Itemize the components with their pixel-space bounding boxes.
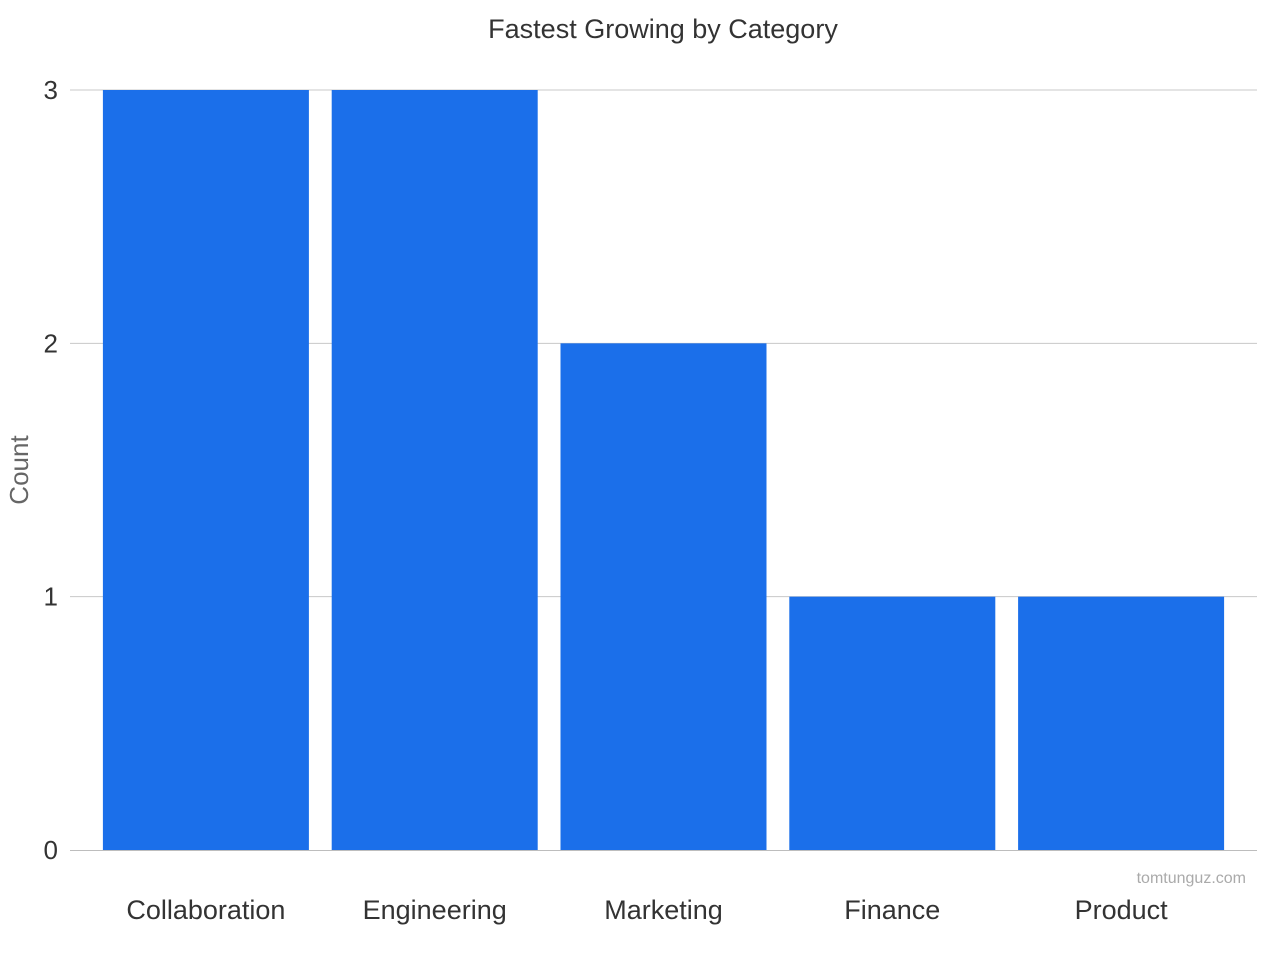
y-axis-title: Count — [4, 435, 34, 505]
x-tick-label: Engineering — [363, 895, 507, 925]
y-tick-label: 2 — [44, 328, 58, 358]
x-tick-label: Finance — [844, 895, 940, 925]
bar-collaboration — [102, 90, 309, 850]
bars — [102, 90, 1225, 850]
bar-marketing — [560, 343, 767, 850]
y-axis-ticks: 0 1 2 3 — [44, 75, 58, 865]
chart-title: Fastest Growing by Category — [488, 14, 838, 44]
x-tick-label: Product — [1075, 895, 1169, 925]
bar-finance — [789, 596, 996, 850]
y-tick-label: 3 — [44, 75, 58, 105]
bar-product — [1018, 596, 1225, 850]
x-tick-label: Collaboration — [126, 895, 285, 925]
x-axis-ticks: Collaboration Engineering Marketing Finance… — [126, 895, 1168, 925]
watermark-text: tomtunguz.com — [1137, 870, 1246, 887]
bar-engineering — [331, 90, 538, 850]
y-tick-label: 0 — [44, 835, 58, 865]
y-tick-label: 1 — [44, 582, 58, 612]
x-tick-label: Marketing — [604, 895, 723, 925]
